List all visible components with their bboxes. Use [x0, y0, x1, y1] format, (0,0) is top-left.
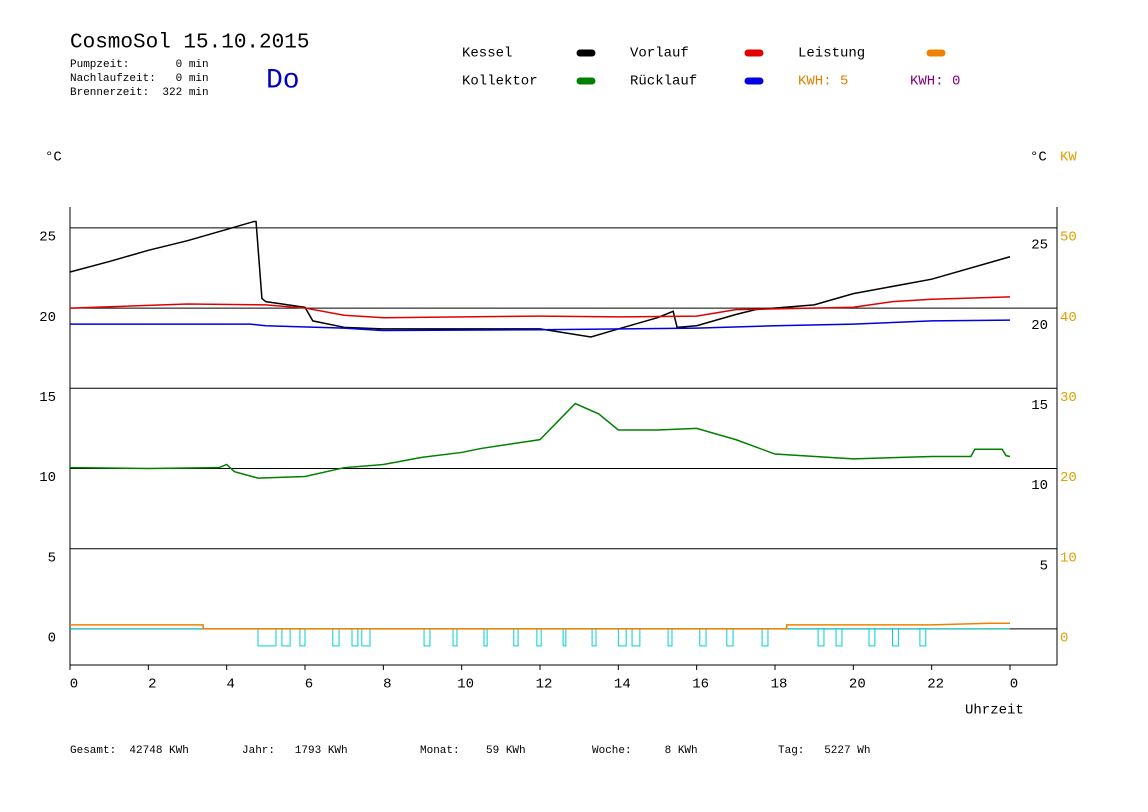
pump-pulse — [919, 628, 927, 647]
pump-pulse — [835, 628, 843, 647]
y-tick-label: 5 — [48, 550, 56, 566]
footer-stat: Tag: 5227 Wh — [778, 745, 870, 757]
series-line — [70, 622, 1010, 630]
kwh-label: KWH: 0 — [910, 74, 960, 90]
x-tick-label: 16 — [692, 677, 709, 693]
x-tick-label: 8 — [383, 677, 391, 693]
y2-tick-label: 40 — [1060, 310, 1077, 326]
legend-label: Kollektor — [462, 74, 538, 90]
x-tick-label: 10 — [457, 677, 474, 693]
y-unit: °C — [45, 150, 62, 166]
x-tick-label: 18 — [771, 677, 788, 693]
y2-tick-label: 50 — [1060, 230, 1077, 246]
pump-pulse — [817, 628, 825, 647]
title: CosmoSol 15.10.2015 — [70, 32, 309, 55]
legend-label: Rücklauf — [630, 74, 697, 90]
series-line — [69, 220, 1011, 338]
series-line — [70, 319, 1011, 332]
y2-tick-label: 30 — [1060, 390, 1077, 406]
y-right-tick-label: 20 — [1031, 318, 1048, 334]
x-tick-label: 20 — [849, 677, 866, 693]
y-tick-label: 0 — [48, 631, 56, 647]
pump-pulse — [892, 628, 899, 647]
y2-unit-c: °C — [1030, 150, 1047, 166]
y-right-tick-label: 15 — [1031, 398, 1048, 414]
info: Brennerzeit: 322 min — [70, 87, 209, 99]
y-right-tick-label: 10 — [1031, 478, 1048, 494]
y2-tick-label: 10 — [1060, 550, 1077, 566]
y2-tick-label: 20 — [1060, 470, 1077, 486]
y-tick-label: 15 — [39, 390, 56, 406]
x-tick-label: 2 — [148, 677, 156, 693]
y2-unit: KW — [1060, 150, 1077, 166]
y-right-tick-label: 5 — [1040, 558, 1048, 574]
x-tick-label: 14 — [614, 677, 631, 693]
weekday: Do — [266, 65, 300, 96]
x-tick-label: 4 — [226, 677, 234, 693]
y-tick-label: 20 — [39, 310, 56, 326]
x-tick-label: 6 — [305, 677, 313, 693]
series-line — [69, 296, 1011, 319]
info: Nachlaufzeit: 0 min — [70, 73, 209, 85]
info: Pumpzeit: 0 min — [70, 59, 209, 71]
legend-label: Vorlauf — [630, 46, 689, 62]
footer-stat: Gesamt: 42748 KWh — [70, 745, 189, 757]
y-tick-label: 25 — [39, 230, 56, 246]
legend-label: Leistung — [798, 46, 865, 62]
legend-label: Kessel — [462, 46, 512, 62]
pump-pulse — [868, 628, 876, 647]
footer-stat: Monat: 59 KWh — [420, 745, 526, 757]
y-right-tick-label: 25 — [1031, 238, 1048, 254]
kwh-label: KWH: 5 — [798, 74, 848, 90]
x-tick-label: 12 — [536, 677, 553, 693]
series-line — [69, 402, 1011, 479]
footer-stat: Jahr: 1793 KWh — [242, 745, 348, 757]
x-label: Uhrzeit — [965, 703, 1024, 719]
footer-stat: Woche: 8 KWh — [592, 745, 698, 757]
y2-tick-label: 0 — [1060, 631, 1068, 647]
x-tick-label: 0 — [70, 677, 78, 693]
x-tick-label: 0 — [1010, 677, 1018, 693]
x-tick-label: 22 — [927, 677, 944, 693]
y-tick-label: 10 — [39, 470, 56, 486]
